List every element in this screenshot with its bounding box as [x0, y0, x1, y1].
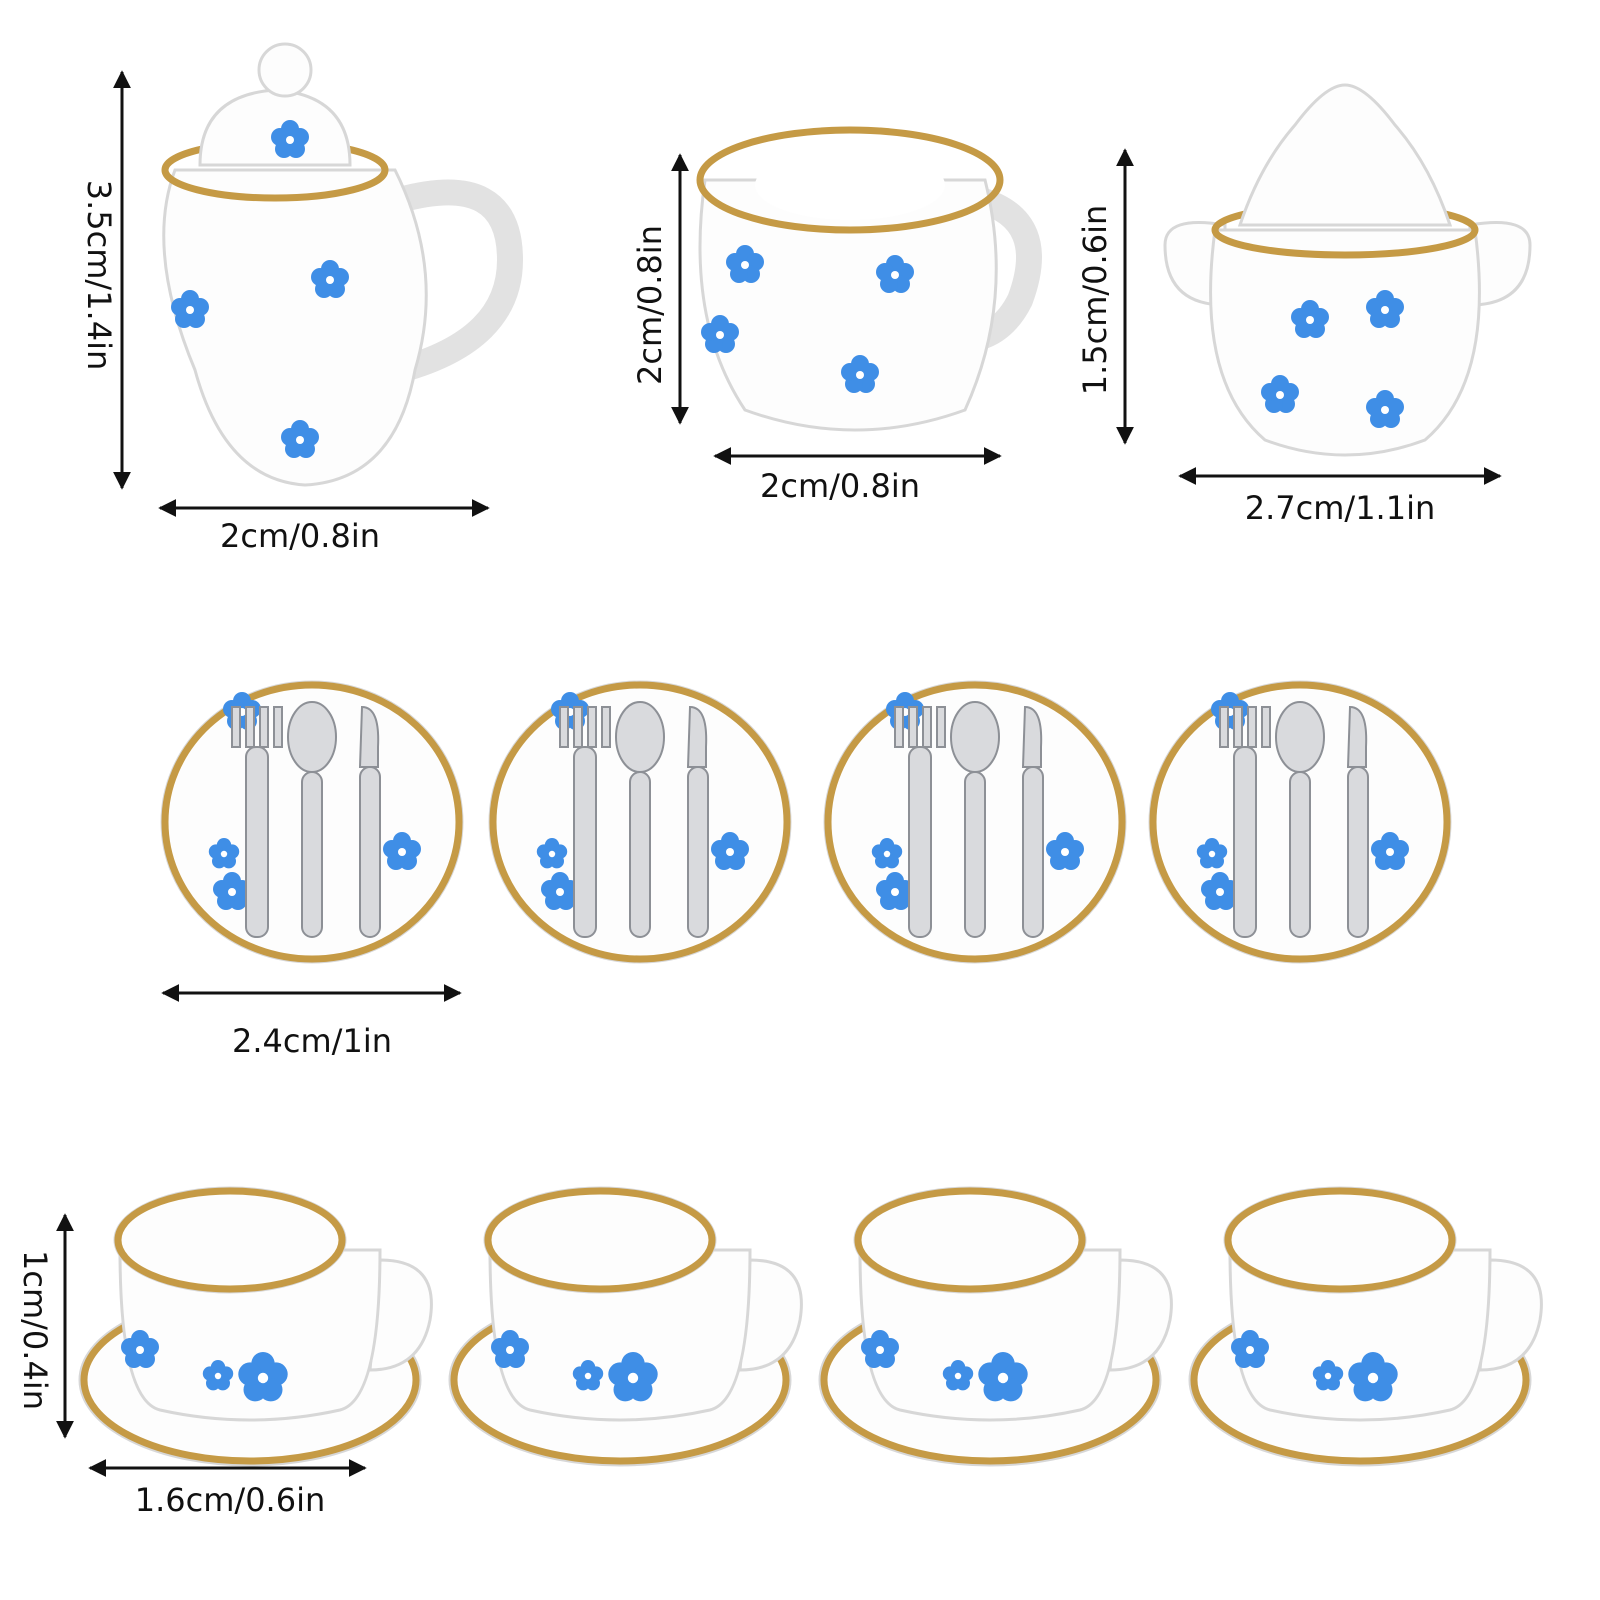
cup-and-saucer — [1190, 1188, 1541, 1465]
cup-and-saucer — [80, 1188, 431, 1465]
dimension-label: 1cm/0.4in — [16, 1250, 54, 1410]
dimension-label: 3.5cm/1.4in — [80, 180, 118, 371]
dimension-label: 2.7cm/1.1in — [1245, 489, 1436, 527]
plate — [162, 682, 462, 962]
plate — [1150, 682, 1450, 962]
dimension-label: 2cm/0.8in — [220, 517, 380, 555]
plate — [490, 682, 790, 962]
dimension-label: 2cm/0.8in — [631, 225, 669, 385]
dimension-label: 2cm/0.8in — [760, 467, 920, 505]
plate — [825, 682, 1125, 962]
dimension-label: 2.4cm/1in — [232, 1022, 392, 1060]
dimension-label: 1.6cm/0.6in — [135, 1481, 326, 1519]
creamer — [696, 126, 1042, 432]
cup-and-saucer — [450, 1188, 801, 1465]
teapot — [161, 42, 524, 487]
dimension-label: 1.5cm/0.6in — [1076, 205, 1114, 396]
cup-and-saucer — [820, 1188, 1171, 1465]
sugar-bowl — [1163, 83, 1532, 457]
